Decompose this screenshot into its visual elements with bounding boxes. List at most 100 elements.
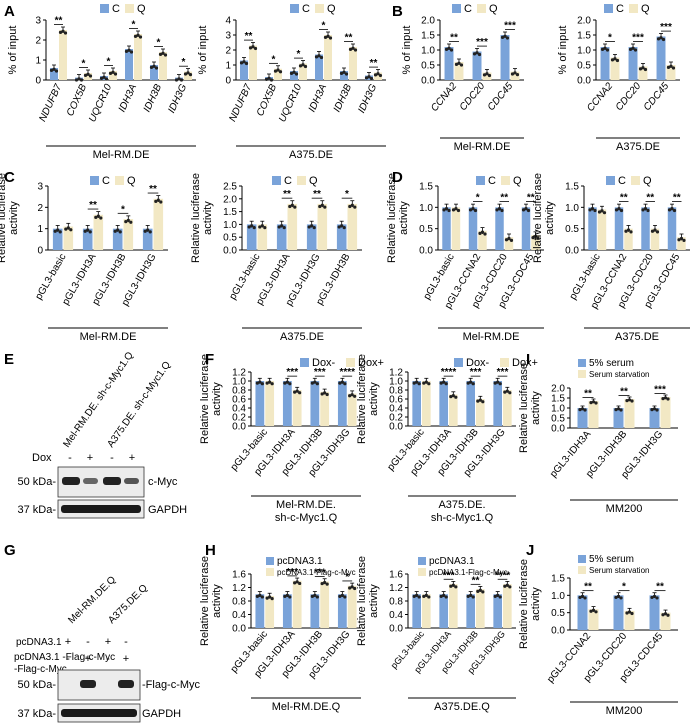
bar: [125, 49, 133, 80]
data-point: [578, 595, 582, 600]
data-point: [454, 395, 458, 399]
data-point: [303, 64, 308, 69]
data-point: [258, 225, 262, 229]
blot-e-dox-sign: -: [110, 452, 114, 464]
data-point: [451, 208, 456, 212]
bar: [265, 595, 275, 628]
data-point: [624, 229, 628, 233]
data-point: [96, 214, 100, 218]
sig-label: ***: [497, 367, 509, 378]
data-point: [293, 390, 297, 394]
data-point: [283, 594, 287, 599]
data-point: [250, 224, 254, 228]
y-tick-label: 0.5: [565, 224, 579, 235]
data-point: [505, 389, 509, 393]
data-point: [439, 594, 443, 599]
blot-g-sign: -: [106, 653, 110, 665]
data-point: [265, 381, 269, 385]
data-point: [69, 228, 73, 232]
blot-g: Mel-RM.DE.Q A375.DE.Q pcDNA3.1 pcDNA3.1 …: [14, 574, 201, 723]
data-point: [591, 400, 596, 404]
data-point: [493, 594, 497, 599]
data-point: [348, 394, 352, 398]
bar: [84, 73, 92, 80]
bar: [600, 47, 610, 80]
data-point: [504, 238, 509, 242]
panel-label-j: J: [526, 542, 534, 559]
bar: [667, 207, 677, 250]
bar: [184, 71, 192, 80]
data-point: [643, 67, 648, 72]
bar: [454, 62, 464, 80]
data-point: [615, 58, 620, 63]
category-label: IDH3A: [117, 82, 140, 114]
sig-label: ***: [470, 367, 482, 378]
data-point: [451, 393, 455, 398]
blot-e-band-label-cmyc: c-Myc: [148, 476, 178, 488]
bar: [577, 595, 588, 630]
y-axis-label: Relative luciferase: [199, 556, 211, 646]
data-point: [476, 589, 480, 593]
data-point: [260, 224, 264, 228]
sig-label: **: [527, 193, 535, 204]
legend-swatch: [266, 557, 274, 565]
data-point: [583, 596, 587, 600]
y-tick-label: 0.8: [389, 597, 403, 608]
bar: [624, 610, 635, 630]
bar: [336, 224, 347, 250]
data-point: [247, 225, 251, 229]
panel-label-c: C: [4, 169, 15, 186]
bar: [412, 594, 421, 628]
y-tick-label: 0.0: [421, 76, 435, 87]
group-label: Mel-RM.DE.Q: [272, 701, 341, 713]
y-tick-label: 2.0: [577, 16, 591, 27]
data-point: [442, 208, 446, 212]
data-point: [323, 391, 327, 395]
chart-h-a375: 0.0 0.4 0.8 1.2 1.6 Relative luciferase activi…: [356, 556, 516, 713]
legend-swatch: [266, 568, 274, 576]
data-point: [129, 220, 133, 224]
data-point: [630, 399, 634, 403]
legend-swatch: [578, 566, 586, 574]
legend-label: Q: [513, 175, 522, 187]
data-point: [364, 76, 369, 80]
chart-j-mm200: 0.0 0.5 1.0 1.5 Relative luciferase activity *…: [518, 554, 678, 717]
data-point: [260, 382, 264, 386]
data-point: [113, 72, 118, 76]
data-point: [603, 46, 607, 50]
bar: [153, 198, 164, 250]
y-tick-label: 2.0: [421, 16, 435, 27]
bar: [449, 584, 458, 628]
y-tick-label: 0.0: [551, 424, 565, 435]
data-point: [343, 382, 347, 386]
blot-g-sign: -: [66, 653, 70, 665]
sig-label: ***: [476, 37, 488, 48]
bar: [315, 54, 323, 80]
legend-label: C: [488, 175, 496, 187]
y-tick-label: 0.8: [232, 597, 246, 608]
chart-i-mm200: 0.00.51.01.52.0 Relative luciferase activi…: [518, 358, 678, 515]
bar: [337, 594, 347, 628]
y-tick-label: 1: [225, 61, 231, 72]
bar: [52, 228, 63, 250]
legend-label: C: [302, 3, 310, 15]
data-point: [340, 593, 344, 597]
bar: [503, 584, 512, 628]
bar: [482, 72, 492, 80]
y-tick-label: 1.0: [565, 203, 579, 214]
data-point: [459, 63, 464, 67]
data-point: [265, 596, 269, 600]
data-point: [524, 207, 528, 211]
data-point: [641, 208, 645, 212]
y-tick-label: 1.5: [419, 182, 433, 193]
data-point: [77, 77, 81, 81]
data-point: [338, 381, 342, 385]
legend-swatch: [125, 4, 134, 13]
data-point: [252, 226, 256, 230]
y-tick-label: 1.5: [565, 182, 579, 193]
legend-label: C: [102, 175, 110, 187]
bar: [666, 65, 676, 80]
data-point: [495, 208, 499, 212]
bar: [159, 52, 167, 80]
legend-swatch: [290, 4, 299, 13]
